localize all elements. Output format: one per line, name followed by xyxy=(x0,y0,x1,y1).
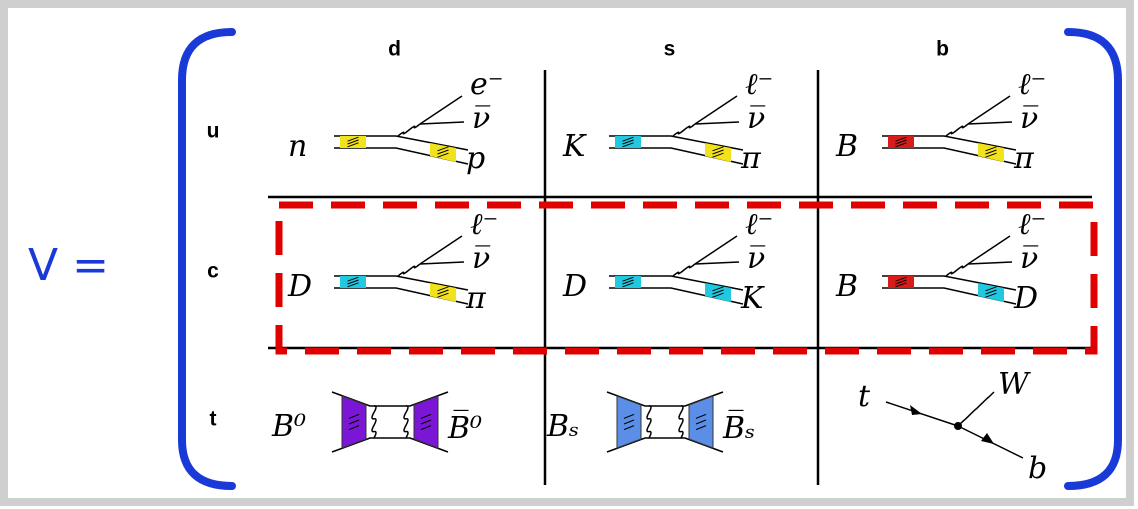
particle-label: K xyxy=(562,129,587,164)
particle-label: t xyxy=(858,379,871,414)
particle-label: K xyxy=(740,281,765,316)
particle-label: W xyxy=(998,367,1031,402)
particle-label: B xyxy=(835,269,858,304)
meson-label: Bₛ xyxy=(546,409,579,444)
particle-label: ℓ⁻ xyxy=(470,207,498,242)
meson-label: B̅ₛ xyxy=(722,410,755,446)
particle-label: p xyxy=(466,141,485,176)
particle-label: n xyxy=(288,129,307,164)
particle-label: ν̅ xyxy=(472,241,490,276)
particle-label: ν̅ xyxy=(747,241,765,276)
particle-label: ν̅ xyxy=(1020,101,1038,136)
particle-label: ℓ⁻ xyxy=(1018,207,1046,242)
particle-label: ν̅ xyxy=(1020,241,1038,276)
particle-label: D xyxy=(287,269,312,304)
particle-label: ν̅ xyxy=(472,101,490,136)
particle-label: ℓ⁻ xyxy=(1018,67,1046,102)
row-header: t xyxy=(210,408,217,431)
particle-label: π xyxy=(1013,141,1035,176)
particle-label: π xyxy=(740,141,762,176)
particle-label: b xyxy=(1028,451,1047,486)
column-header: b xyxy=(936,38,949,61)
particle-label: π xyxy=(465,281,487,316)
particle-label: D xyxy=(562,269,587,304)
column-header: s xyxy=(664,38,676,61)
particle-label: e⁻ xyxy=(470,67,504,102)
row-header: c xyxy=(207,260,219,283)
particle-label: ν̅ xyxy=(747,101,765,136)
particle-label: ℓ⁻ xyxy=(745,67,773,102)
ckm-diagram: V = dsbune⁻ν̅pKℓ⁻ν̅πBℓ⁻ν̅πcDℓ⁻ν̅πDℓ⁻ν̅KB… xyxy=(0,0,1138,509)
row-header: u xyxy=(207,120,220,143)
particle-label: D xyxy=(1013,281,1038,316)
matrix-symbol: V = xyxy=(28,240,109,291)
column-header: d xyxy=(388,38,401,61)
particle-label: ℓ⁻ xyxy=(745,207,773,242)
meson-label: B̅⁰ xyxy=(447,410,482,446)
particle-label: B xyxy=(835,129,858,164)
meson-label: B⁰ xyxy=(271,409,306,444)
